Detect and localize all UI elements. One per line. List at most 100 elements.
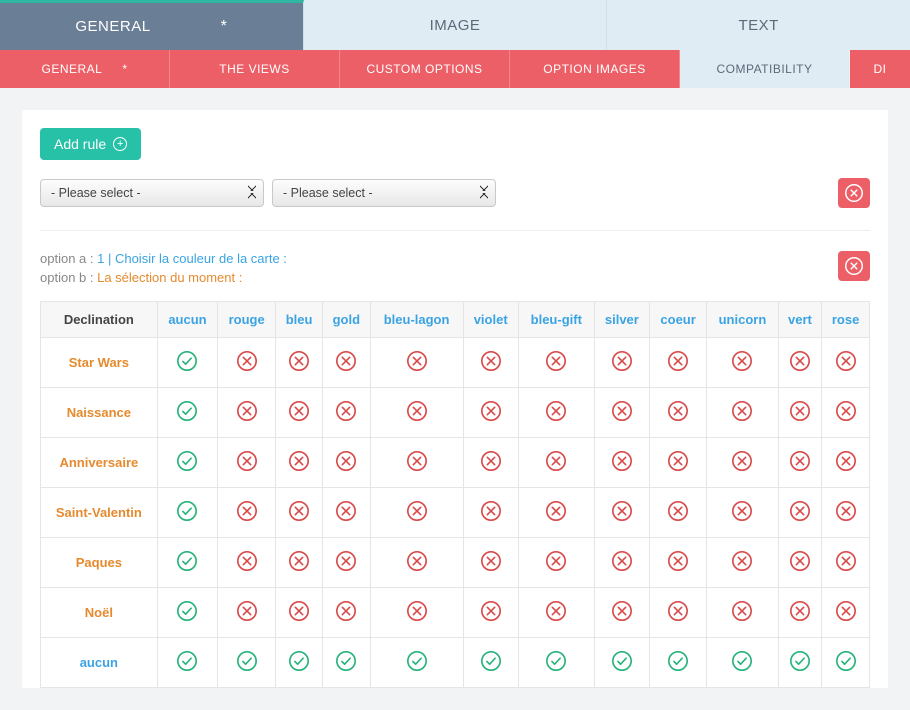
- compat-cell[interactable]: [276, 438, 323, 488]
- compat-cell[interactable]: [322, 338, 370, 388]
- sub-tab-di[interactable]: DI: [850, 50, 910, 88]
- compat-cell[interactable]: [322, 638, 370, 688]
- table-header-bleu-gift[interactable]: bleu-gift: [518, 302, 594, 338]
- select-b[interactable]: - Please select -: [272, 179, 496, 207]
- compat-cell[interactable]: [518, 538, 594, 588]
- table-header-gold[interactable]: gold: [322, 302, 370, 338]
- compat-cell[interactable]: [594, 438, 649, 488]
- compat-cell[interactable]: [322, 588, 370, 638]
- compat-cell[interactable]: [322, 438, 370, 488]
- table-header-rose[interactable]: rose: [822, 302, 870, 338]
- compat-cell[interactable]: [778, 538, 821, 588]
- table-header-bleu-lagon[interactable]: bleu-lagon: [370, 302, 463, 338]
- compat-cell[interactable]: [218, 388, 276, 438]
- compat-cell[interactable]: [218, 638, 276, 688]
- sub-tab-option-images[interactable]: OPTION IMAGES: [510, 50, 680, 88]
- compat-cell[interactable]: [157, 588, 217, 638]
- compat-cell[interactable]: [822, 488, 870, 538]
- compat-cell[interactable]: [463, 438, 518, 488]
- compat-cell[interactable]: [218, 338, 276, 388]
- compat-cell[interactable]: [822, 388, 870, 438]
- option-b-text[interactable]: La sélection du moment :: [97, 270, 242, 285]
- compat-cell[interactable]: [518, 588, 594, 638]
- compat-cell[interactable]: [650, 588, 707, 638]
- add-rule-button[interactable]: Add rule +: [40, 128, 141, 160]
- compat-cell[interactable]: [822, 588, 870, 638]
- compat-cell[interactable]: [594, 488, 649, 538]
- compat-cell[interactable]: [778, 438, 821, 488]
- compat-cell[interactable]: [370, 388, 463, 438]
- compat-cell[interactable]: [463, 388, 518, 438]
- compat-cell[interactable]: [707, 438, 779, 488]
- compat-cell[interactable]: [322, 538, 370, 588]
- top-tab-general[interactable]: GENERAL*: [0, 0, 304, 50]
- compat-cell[interactable]: [778, 488, 821, 538]
- table-header-violet[interactable]: violet: [463, 302, 518, 338]
- compat-cell[interactable]: [157, 538, 217, 588]
- compat-cell[interactable]: [822, 538, 870, 588]
- compat-cell[interactable]: [157, 438, 217, 488]
- compat-cell[interactable]: [276, 388, 323, 438]
- sub-tab-general[interactable]: GENERAL*: [0, 50, 170, 88]
- compat-cell[interactable]: [370, 438, 463, 488]
- sub-tab-custom-options[interactable]: CUSTOM OPTIONS: [340, 50, 510, 88]
- table-header-aucun[interactable]: aucun: [157, 302, 217, 338]
- compat-cell[interactable]: [463, 488, 518, 538]
- compat-cell[interactable]: [778, 638, 821, 688]
- compat-cell[interactable]: [822, 338, 870, 388]
- delete-rule-button[interactable]: [838, 178, 870, 208]
- compat-cell[interactable]: [822, 638, 870, 688]
- compat-cell[interactable]: [218, 488, 276, 538]
- table-header-coeur[interactable]: coeur: [650, 302, 707, 338]
- compat-cell[interactable]: [322, 488, 370, 538]
- sub-tab-the-views[interactable]: THE VIEWS: [170, 50, 340, 88]
- compat-cell[interactable]: [778, 388, 821, 438]
- compat-cell[interactable]: [157, 338, 217, 388]
- compat-cell[interactable]: [707, 488, 779, 538]
- compat-cell[interactable]: [650, 338, 707, 388]
- compat-cell[interactable]: [276, 488, 323, 538]
- compat-cell[interactable]: [276, 538, 323, 588]
- table-header-bleu[interactable]: bleu: [276, 302, 323, 338]
- table-header-silver[interactable]: silver: [594, 302, 649, 338]
- compat-cell[interactable]: [778, 588, 821, 638]
- compat-cell[interactable]: [594, 588, 649, 638]
- compat-cell[interactable]: [218, 538, 276, 588]
- compat-cell[interactable]: [463, 338, 518, 388]
- compat-cell[interactable]: [463, 638, 518, 688]
- compat-cell[interactable]: [822, 438, 870, 488]
- compat-cell[interactable]: [463, 588, 518, 638]
- compat-cell[interactable]: [518, 388, 594, 438]
- table-header-vert[interactable]: vert: [778, 302, 821, 338]
- compat-cell[interactable]: [518, 438, 594, 488]
- compat-cell[interactable]: [707, 338, 779, 388]
- compat-cell[interactable]: [594, 538, 649, 588]
- compat-cell[interactable]: [218, 438, 276, 488]
- compat-cell[interactable]: [276, 638, 323, 688]
- top-tab-image[interactable]: IMAGE: [304, 0, 608, 50]
- compat-cell[interactable]: [518, 338, 594, 388]
- compat-cell[interactable]: [370, 538, 463, 588]
- table-header-rouge[interactable]: rouge: [218, 302, 276, 338]
- compat-cell[interactable]: [707, 588, 779, 638]
- compat-cell[interactable]: [370, 488, 463, 538]
- compat-cell[interactable]: [518, 488, 594, 538]
- compat-cell[interactable]: [518, 638, 594, 688]
- select-a[interactable]: - Please select -: [40, 179, 264, 207]
- compat-cell[interactable]: [650, 638, 707, 688]
- compat-cell[interactable]: [157, 488, 217, 538]
- compat-cell[interactable]: [276, 338, 323, 388]
- compat-cell[interactable]: [650, 488, 707, 538]
- compat-cell[interactable]: [370, 638, 463, 688]
- sub-tab-compatibility[interactable]: COMPATIBILITY: [680, 50, 850, 88]
- compat-cell[interactable]: [322, 388, 370, 438]
- compat-cell[interactable]: [707, 388, 779, 438]
- delete-options-button[interactable]: [838, 251, 870, 281]
- compat-cell[interactable]: [157, 388, 217, 438]
- compat-cell[interactable]: [218, 588, 276, 638]
- compat-cell[interactable]: [650, 438, 707, 488]
- compat-cell[interactable]: [370, 338, 463, 388]
- compat-cell[interactable]: [157, 638, 217, 688]
- compat-cell[interactable]: [650, 388, 707, 438]
- compat-cell[interactable]: [276, 588, 323, 638]
